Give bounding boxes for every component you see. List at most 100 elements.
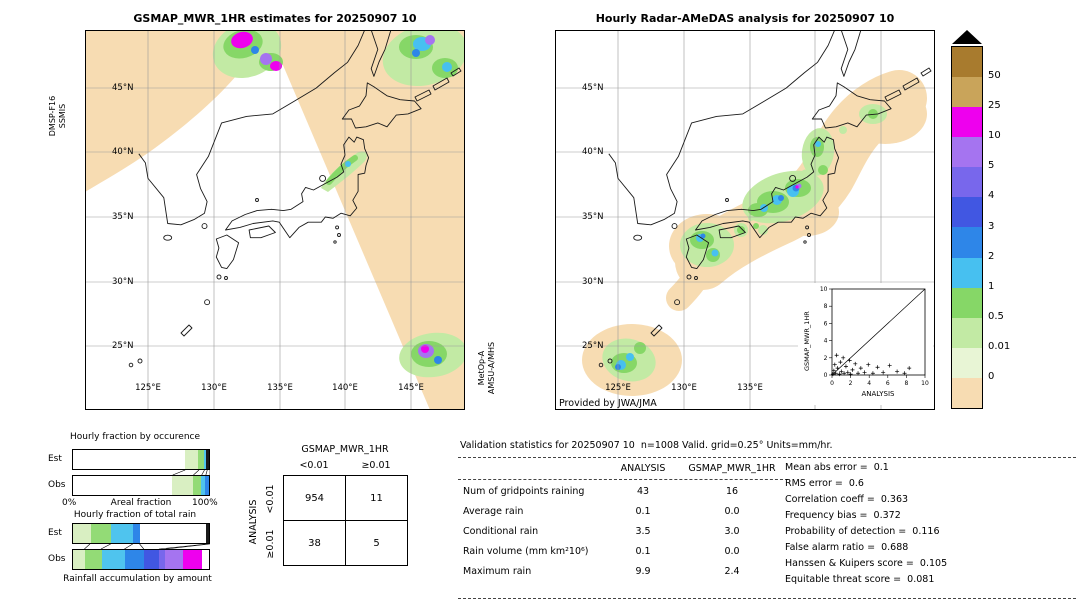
colorbar-tick-label: 5 bbox=[988, 160, 995, 172]
svg-text:4: 4 bbox=[824, 338, 828, 345]
svg-text:2: 2 bbox=[849, 380, 853, 387]
scatter-point bbox=[839, 369, 844, 374]
bar-segment bbox=[200, 476, 205, 495]
validation-stat-line: RMS error = 0.6 bbox=[785, 478, 864, 489]
scatter-ylabel: GSMAP_MWR_1HR bbox=[803, 311, 811, 371]
validation-gsmap-value: 16 bbox=[725, 486, 739, 497]
colorbar-segment bbox=[952, 197, 982, 228]
validation-row-label: Average rain bbox=[463, 506, 524, 517]
validation-gsmap-value: 0.0 bbox=[724, 506, 740, 517]
scatter-inset-canvas: 0 2 4 6 8 10 0 2 4 6 8 10 GSMAP_MWR_1HR ANALYSIS bbox=[803, 286, 929, 398]
svg-text:10: 10 bbox=[820, 286, 828, 293]
areal-axis-0: 0% bbox=[62, 498, 77, 508]
validation-stat-line: Probability of detection = 0.116 bbox=[785, 526, 940, 537]
scatter-point bbox=[858, 366, 863, 371]
validation-analysis-value: 0.1 bbox=[635, 506, 651, 517]
bar-segment bbox=[198, 450, 204, 469]
precip-blob-southeast bbox=[399, 332, 465, 378]
lat-tick-label: 40°N bbox=[112, 147, 134, 157]
validation-stat-line: Correlation coeff = 0.363 bbox=[785, 494, 909, 505]
scatter-point bbox=[845, 370, 850, 375]
contingency-panel: GSMAP_MWR_1HR <0.01 ≥0.01 ANALYSIS <0.01… bbox=[245, 440, 415, 580]
scatter-point bbox=[862, 370, 867, 375]
bar-segment bbox=[90, 524, 112, 543]
validation-stat-line: Frequency bias = 0.372 bbox=[785, 510, 901, 521]
bar-segment bbox=[73, 450, 185, 469]
scatter-point bbox=[870, 371, 875, 376]
colorbar-segment bbox=[952, 47, 982, 78]
svg-text:8: 8 bbox=[904, 380, 908, 387]
contingency-row-label-ge: ≥0.01 bbox=[265, 529, 276, 559]
colorbar-tick-label: 50 bbox=[988, 70, 1001, 82]
bar-segment bbox=[85, 550, 102, 569]
bar-segment bbox=[165, 550, 184, 569]
contingency-row-label-lt: <0.01 bbox=[265, 484, 276, 514]
validation-stats: Mean abs error = 0.1 RMS error = 0.6 Corre… bbox=[785, 460, 947, 588]
scatter-ticks: 0 2 4 6 8 10 0 2 4 6 8 10 bbox=[820, 286, 929, 387]
lat-tick-label: 30°N bbox=[112, 277, 134, 287]
bar-segment bbox=[172, 476, 193, 495]
colorbar-tick-label: 3 bbox=[988, 220, 995, 232]
sensor-line-1: MetOp-A bbox=[477, 350, 486, 386]
scatter-point bbox=[856, 371, 861, 376]
left-map-sensor-label: DMSP-F16 SSMIS bbox=[48, 81, 70, 151]
svg-text:0: 0 bbox=[824, 372, 828, 379]
validation-row-label: Conditional rain bbox=[463, 526, 539, 537]
bar-segment bbox=[206, 524, 209, 543]
radar-analysis-map: 45°N40°N35°N30°N25°N125°E130°E135°E140°E… bbox=[555, 30, 935, 410]
bar-segment bbox=[139, 524, 207, 543]
occurrence-est-bar bbox=[72, 449, 210, 470]
bar-segment bbox=[204, 476, 209, 495]
bar-segment bbox=[203, 450, 207, 469]
total-rain-caption: Rainfall accumulation by amount bbox=[63, 574, 212, 584]
colorbar-overflow-triangle bbox=[952, 30, 982, 44]
colorbar-tick-label: 25 bbox=[988, 100, 1001, 112]
occurrence-title: Hourly fraction by occurence bbox=[69, 432, 201, 442]
bar-segment bbox=[202, 550, 209, 569]
left-map-sensor-label-2: MetOp-A AMSU-A/MHS bbox=[477, 333, 499, 403]
contingency-col-label-lt: <0.01 bbox=[299, 460, 329, 471]
bar-segment bbox=[111, 524, 133, 543]
bar-segment bbox=[73, 524, 91, 543]
bar-segment bbox=[143, 550, 159, 569]
scatter-inset: 0 2 4 6 8 10 0 2 4 6 8 10 GSMAP_MWR_1HR ANALYSIS bbox=[798, 283, 933, 405]
colorbar-tick-label: 0 bbox=[988, 370, 995, 382]
svg-text:2: 2 bbox=[824, 355, 828, 362]
validation-gsmap-value: 0.0 bbox=[724, 546, 740, 557]
divider-bottom bbox=[458, 598, 1076, 599]
scatter-point bbox=[847, 358, 852, 363]
scatter-point bbox=[875, 365, 880, 370]
colorbar-tick-label: 0.5 bbox=[988, 310, 1004, 322]
scatter-point bbox=[887, 363, 892, 368]
occurrence-obs-bar bbox=[72, 475, 210, 496]
colorbar-tick-label: 0.01 bbox=[988, 340, 1011, 352]
gsmap-estimates-map: 45°N 40°N 35°N 30°N 25°N 125°E 130°E 135°E 140°E… bbox=[85, 30, 465, 410]
gsmap-map-canvas bbox=[85, 30, 465, 410]
validation-panel: Validation statistics for 20250907 10 n=… bbox=[455, 440, 1080, 612]
bar-segment bbox=[101, 550, 125, 569]
left-map-title: GSMAP_MWR_1HR estimates for 20250907 10 bbox=[133, 12, 417, 25]
colorbar-segment bbox=[952, 167, 982, 198]
sensor-line-1: DMSP-F16 bbox=[48, 95, 57, 137]
lon-tick-label: 135°E bbox=[267, 383, 293, 393]
colorbar-segment bbox=[952, 77, 982, 108]
scatter-point bbox=[853, 361, 858, 366]
sensor-line-2: AMSU-A/MHS bbox=[487, 341, 497, 395]
validation-stat-line: Mean abs error = 0.1 bbox=[785, 462, 889, 473]
validation-row-label: Num of gridpoints raining bbox=[463, 486, 585, 497]
colorbar-segment bbox=[952, 347, 982, 378]
validation-stat-line: Equitable threat score = 0.081 bbox=[785, 574, 935, 585]
bar-segment bbox=[132, 524, 140, 543]
satellite-swath-right bbox=[268, 30, 465, 410]
total-rain-title: Hourly fraction of total rain bbox=[73, 510, 197, 520]
svg-text:6: 6 bbox=[886, 380, 890, 387]
lon-tick-label: 135°E bbox=[737, 383, 763, 393]
scatter-point bbox=[831, 368, 836, 373]
svg-text:6: 6 bbox=[824, 320, 828, 327]
lat-tick-label: 35°N bbox=[112, 212, 134, 222]
scatter-point bbox=[848, 372, 853, 377]
precip-cluster-northeast bbox=[382, 30, 465, 87]
total-rain-est-label: Est bbox=[48, 528, 62, 538]
scatter-point bbox=[835, 366, 840, 371]
scatter-point bbox=[902, 371, 907, 376]
